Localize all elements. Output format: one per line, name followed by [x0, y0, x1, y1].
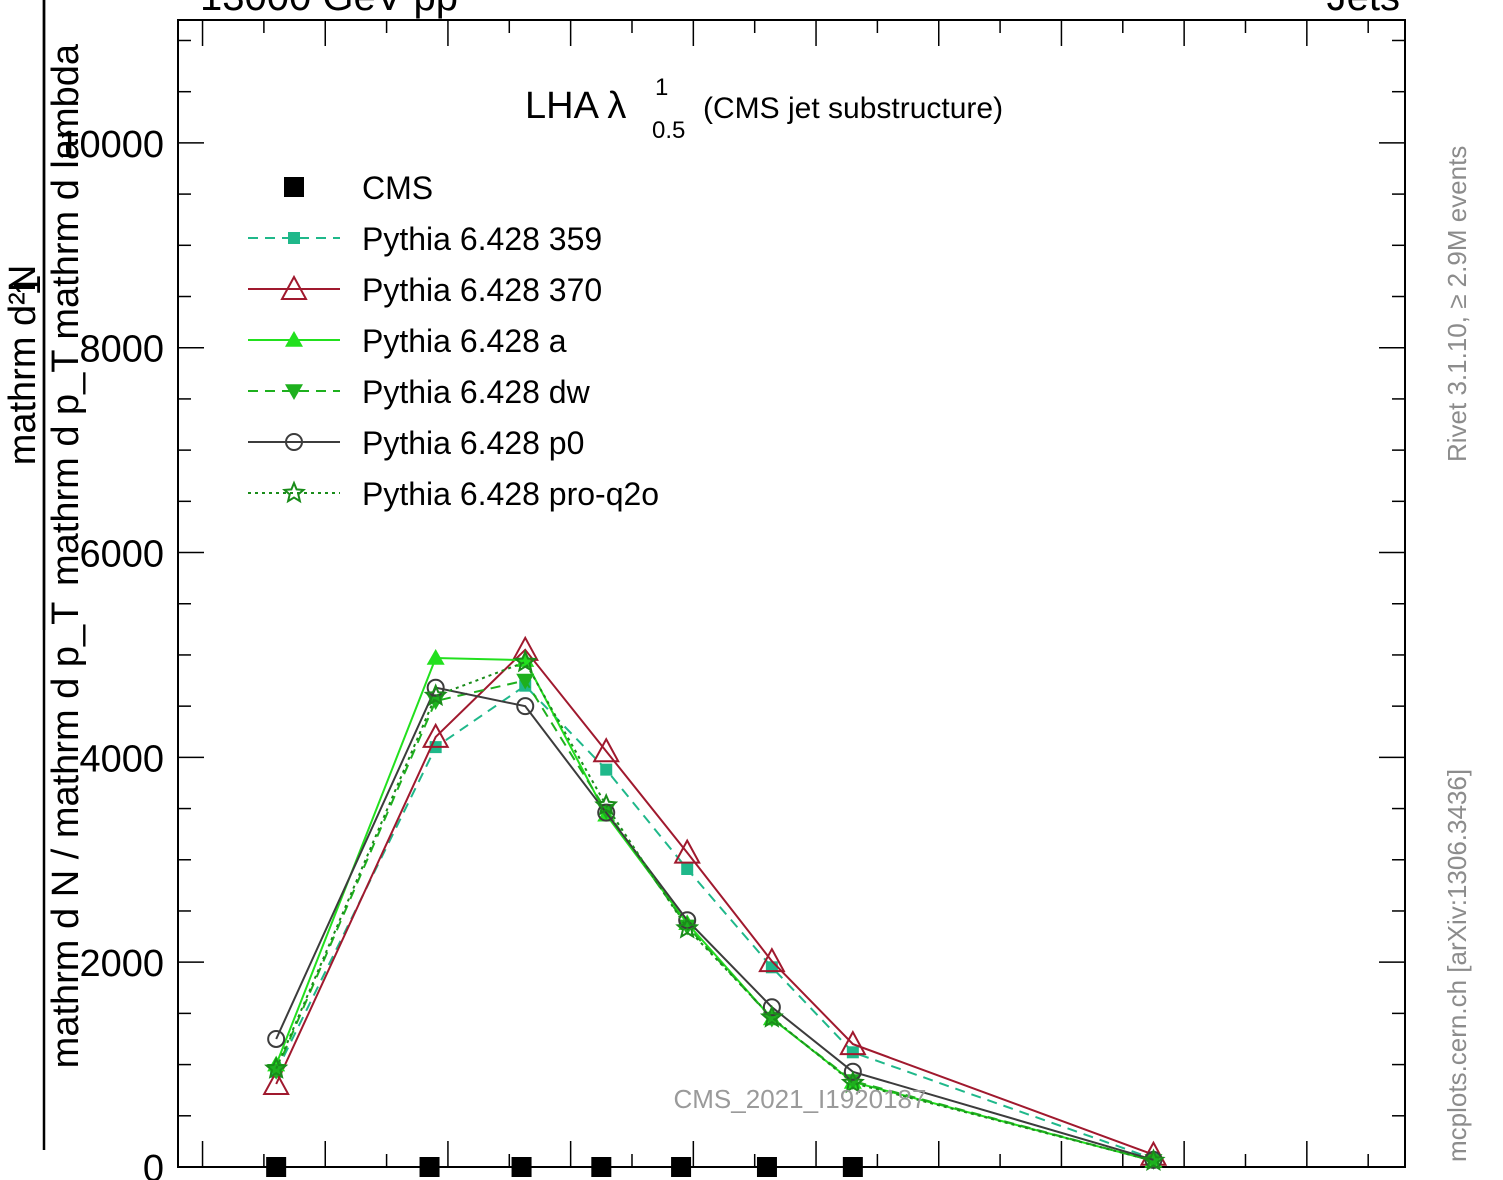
series-point	[675, 915, 700, 939]
chart-title: LHA λ	[525, 85, 626, 127]
legend-label: Pythia 6.428 p0	[362, 425, 584, 461]
series-point	[762, 998, 781, 1017]
data-point	[511, 1157, 532, 1177]
y-tick-label: 10000	[58, 124, 164, 166]
data-point	[671, 1157, 692, 1177]
data-point	[591, 1157, 612, 1177]
series-point	[840, 1070, 865, 1094]
legend-label: Pythia 6.428 370	[362, 272, 602, 308]
series-line	[275, 679, 1154, 1162]
series-point	[1141, 1148, 1166, 1171]
ylabel-outer-denominator: mathrm d N / mathrm d p_T	[45, 602, 87, 1069]
legend-marker	[285, 331, 303, 347]
legend-marker	[285, 384, 303, 400]
series-point	[264, 1056, 289, 1079]
chart-title-main: LHA λ	[525, 85, 626, 127]
chart-title-suffix: (CMS jet substructure)	[703, 92, 1003, 125]
series-point	[516, 673, 535, 690]
y-tick-label: 0	[143, 1148, 164, 1180]
series-point	[516, 697, 535, 716]
y-tick-label: 4000	[79, 738, 164, 780]
series-point	[426, 649, 445, 665]
series-line	[275, 684, 1154, 1160]
legend-item: Pythia 6.428 359	[248, 221, 602, 257]
series-point	[267, 1029, 286, 1048]
legend-marker	[280, 274, 308, 300]
legend-item: Pythia 6.428 p0	[248, 425, 584, 461]
legend-marker	[288, 232, 300, 244]
series-point	[600, 763, 613, 776]
plot-frame	[177, 19, 1406, 1168]
series-point	[423, 683, 448, 707]
series-point	[759, 1004, 784, 1028]
series-point	[681, 862, 694, 875]
chart-title-sub: 0.5	[652, 117, 685, 144]
axis-ticks	[178, 20, 1405, 1168]
legend-item: Pythia 6.428 pro-q2o	[248, 476, 659, 512]
y-tick-labels: 0 2000 4000 6000 8000 10000	[58, 124, 164, 1180]
rivet-version-label: Rivet 3.1.10, ≥ 2.9M events	[1442, 146, 1472, 462]
data-point	[419, 1157, 440, 1177]
series-5	[264, 649, 1166, 1171]
series-point	[762, 1011, 781, 1028]
series-point	[758, 947, 786, 973]
legend-item: CMS	[284, 170, 433, 206]
series-point	[262, 1069, 290, 1096]
legend-label: Pythia 6.428 359	[362, 221, 602, 257]
ylabel-inner-numerator: mathrm d²N	[2, 265, 44, 466]
series-line	[275, 660, 1154, 1162]
y-tick-label: 2000	[79, 943, 164, 985]
legend-marker	[284, 177, 304, 197]
y-tick-label: 8000	[79, 329, 164, 371]
series-layer	[262, 635, 1168, 1171]
data-point	[266, 1157, 287, 1177]
series-point	[267, 1063, 286, 1080]
chart-title-sup: 1	[655, 74, 668, 101]
legend-marker	[282, 480, 306, 504]
legend-label: Pythia 6.428 pro-q2o	[362, 476, 659, 512]
analysis-watermark: CMS_2021_I1920187	[674, 1084, 927, 1114]
series-point	[421, 722, 450, 748]
series-point	[513, 649, 538, 673]
series-point	[673, 838, 701, 864]
legend-label: Pythia 6.428 a	[362, 323, 567, 359]
y-axis-label-inner: mathrm d²N mathrm d p_T mathrm d lambda	[2, 0, 87, 630]
ylabel-inner-denominator: mathrm d p_T mathrm d lambda	[45, 43, 87, 586]
data-point	[842, 1157, 863, 1177]
series-point	[846, 1046, 859, 1059]
header-left: 13000 GeV pp	[200, 0, 458, 19]
legend-item: Pythia 6.428 a	[248, 323, 567, 359]
legend-label: CMS	[362, 170, 433, 206]
series-point	[839, 1030, 867, 1056]
data-point	[756, 1157, 777, 1177]
series-point	[843, 1062, 862, 1081]
series-line	[275, 648, 1154, 1156]
legend: CMS Pythia 6.428 359 Pythia 6.428 370 Pythi…	[248, 170, 659, 512]
series-point	[594, 792, 619, 816]
ylabel-outer-numerator: 1	[7, 274, 49, 295]
legend-item: Pythia 6.428 370	[248, 272, 602, 308]
legend-marker	[285, 433, 303, 451]
legend-item: Pythia 6.428 dw	[248, 374, 591, 410]
mcplots-source-label: mcplots.cern.ch [arXiv:1306.3436]	[1442, 769, 1472, 1162]
y-tick-label: 6000	[79, 534, 164, 576]
header-right: Jets	[1327, 0, 1400, 19]
legend-label: Pythia 6.428 dw	[362, 374, 591, 410]
series-point	[426, 678, 445, 697]
cms-data-layer	[266, 1157, 863, 1177]
series-point	[592, 737, 620, 763]
